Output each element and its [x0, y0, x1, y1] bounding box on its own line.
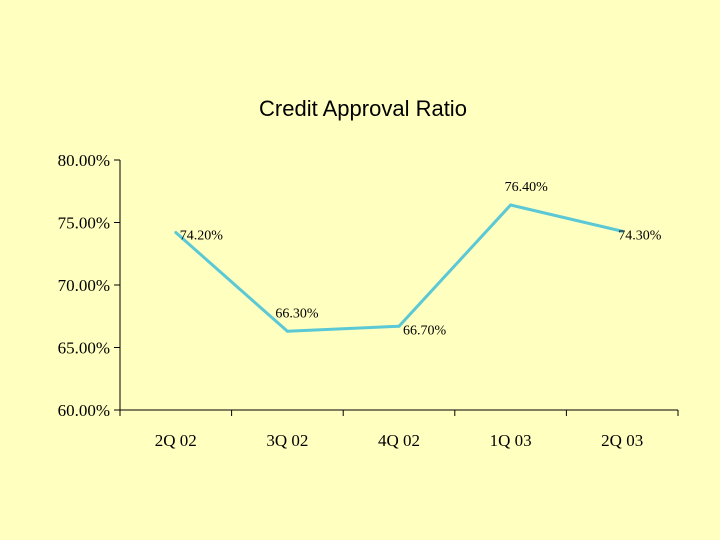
data-point	[174, 231, 178, 234]
x-tick-label: 2Q 02	[155, 431, 197, 450]
x-tick-label: 2Q 03	[601, 431, 643, 450]
y-tick-label: 60.00%	[58, 401, 110, 420]
data-label: 66.30%	[275, 306, 319, 321]
data-labels: 74.20% 66.30% 66.70% 76.40% 74.30%	[180, 180, 662, 338]
y-tick-label: 65.00%	[58, 339, 110, 358]
data-label: 74.30%	[618, 228, 662, 243]
data-label: 76.40%	[505, 180, 548, 195]
data-label: 66.70%	[403, 323, 447, 338]
chart-title: Credit Approval Ratio	[259, 96, 467, 121]
y-axis-ticks: 80.00% 75.00% 70.00% 65.00% 60.00%	[58, 151, 120, 420]
x-axis-ticks: 2Q 02 3Q 02 4Q 02 1Q 03 2Q 03	[119, 410, 679, 450]
x-tick-label: 1Q 03	[490, 431, 532, 450]
x-tick-label: 4Q 02	[378, 431, 420, 450]
data-point	[620, 229, 624, 233]
series-line	[174, 203, 623, 333]
data-label: 74.20%	[180, 229, 224, 244]
data-point	[397, 324, 401, 328]
y-tick-label: 80.00%	[58, 151, 110, 170]
y-tick-label: 70.00%	[58, 276, 110, 295]
x-tick-label: 3Q 02	[266, 431, 308, 450]
data-point	[285, 329, 289, 333]
data-point	[509, 203, 513, 207]
y-tick-label: 75.00%	[58, 214, 110, 233]
series-layer	[174, 203, 624, 333]
